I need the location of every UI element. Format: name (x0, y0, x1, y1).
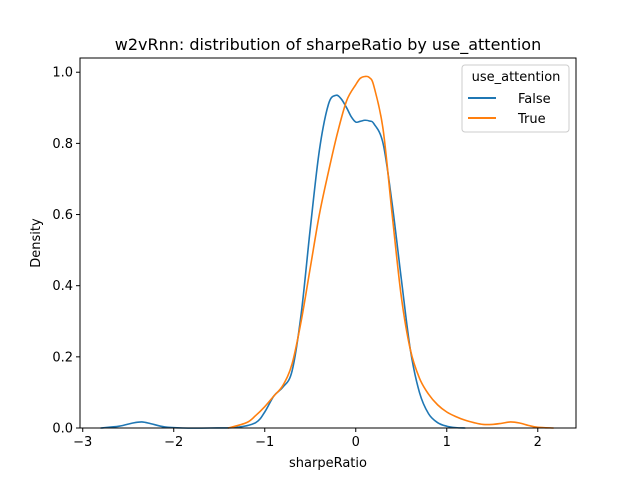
x-tick-label: −1 (255, 435, 274, 450)
y-tick-label: 0.2 (52, 350, 73, 365)
legend-label-false: False (518, 92, 551, 107)
chart-title: w2vRnn: distribution of sharpeRatio by u… (115, 35, 541, 55)
x-axis-title: sharpeRatio (289, 456, 367, 471)
y-axis: 0.0 0.2 0.4 0.6 0.8 1.0 (52, 66, 80, 437)
y-axis-title: Density (29, 218, 44, 268)
x-tick-label: 2 (534, 435, 542, 450)
plot-frame (79, 57, 577, 429)
legend: use_attention False True (461, 64, 570, 133)
series-line-true (227, 75, 555, 429)
x-axis: −3 −2 −1 0 1 2 (73, 428, 542, 450)
x-tick-label: −2 (164, 435, 183, 450)
y-tick-label: 0.8 (52, 137, 73, 152)
x-tick-label: 0 (352, 435, 360, 450)
y-tick-label: 1.0 (52, 66, 73, 81)
legend-box (461, 64, 570, 133)
y-tick-label: 0.0 (52, 422, 73, 437)
legend-title: use_attention (472, 70, 561, 85)
x-tick-label: 1 (443, 435, 451, 450)
legend-label-true: True (517, 112, 546, 127)
y-tick-label: 0.6 (52, 208, 73, 223)
y-tick-label: 0.4 (52, 279, 73, 294)
x-tick-label: −3 (73, 435, 92, 450)
